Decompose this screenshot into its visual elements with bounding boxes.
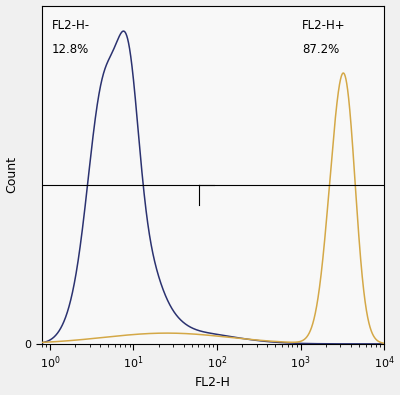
Text: 87.2%: 87.2%	[302, 43, 339, 56]
X-axis label: FL2-H: FL2-H	[195, 376, 231, 389]
Text: 12.8%: 12.8%	[52, 43, 89, 56]
Text: FL2-H-: FL2-H-	[52, 19, 90, 32]
Y-axis label: Count: Count	[6, 156, 18, 193]
Text: FL2-H+: FL2-H+	[302, 19, 346, 32]
